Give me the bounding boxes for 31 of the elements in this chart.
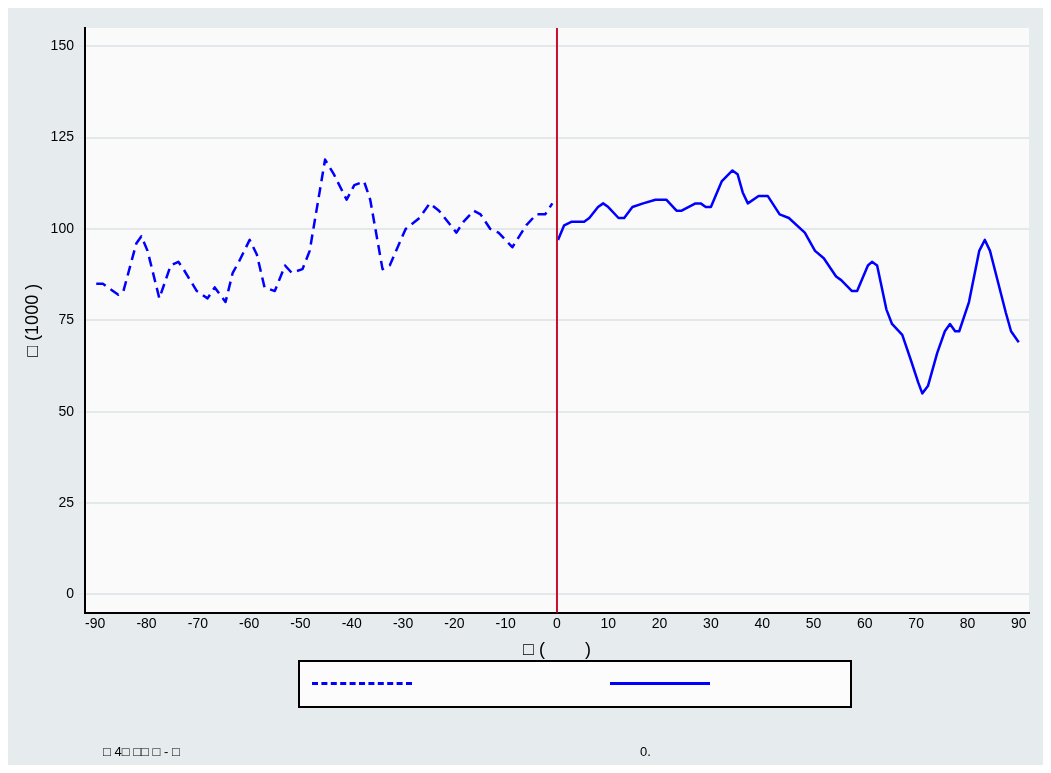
- line-series: [95, 158, 554, 304]
- x-tick-label: 30: [703, 614, 719, 631]
- x-tick-label: 70: [908, 614, 925, 631]
- x-tick-label: 40: [754, 614, 771, 631]
- x-tick-label: 90: [1010, 614, 1027, 631]
- x-tick-label: 50: [805, 614, 822, 631]
- x-tick-label: -80: [136, 614, 157, 631]
- x-tick-label: -20: [444, 614, 465, 631]
- x-axis-title: □ ( ): [523, 639, 591, 660]
- y-tick-label: 50: [58, 402, 75, 419]
- x-tick-label: 10: [600, 614, 617, 631]
- x-tick-label: 20: [651, 614, 668, 631]
- text: 0.: [640, 744, 651, 760]
- x-tick-label: 80: [959, 614, 976, 631]
- y-tick-label: 0: [66, 585, 75, 602]
- x-tick-label: -40: [341, 614, 363, 631]
- text: □ 4□ □□ □ - □: [103, 744, 180, 760]
- y-tick-label: 125: [50, 128, 75, 145]
- x-tick-label: -70: [187, 614, 209, 631]
- x-tick-label: 60: [857, 614, 873, 631]
- y-tick-label: 100: [50, 219, 75, 236]
- x-tick-label: -90: [85, 614, 106, 631]
- y-tick-label: 25: [58, 493, 75, 510]
- x-tick-label: -50: [290, 614, 311, 631]
- y-tick-label: 150: [50, 37, 75, 54]
- x-tick-label: -60: [239, 614, 260, 631]
- x-tick-label: -10: [495, 614, 516, 631]
- x-tick-label: -30: [392, 614, 414, 631]
- y-axis-title: □ (1000 ): [21, 283, 42, 357]
- x-tick-label: 0: [553, 614, 562, 631]
- y-tick-label: 75: [58, 311, 75, 328]
